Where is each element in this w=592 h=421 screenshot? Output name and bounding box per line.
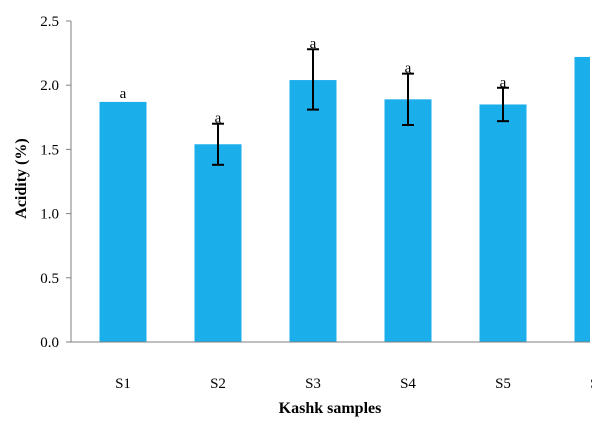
- significance-label: a: [405, 61, 412, 77]
- bar-s6: [574, 56, 590, 343]
- bar-s3: [289, 80, 337, 343]
- bar-s2: [194, 144, 242, 342]
- significance-label: a: [500, 75, 507, 91]
- x-tick-label-s5: S5: [495, 376, 511, 392]
- significance-labels-group: aaaaaa: [120, 36, 507, 127]
- x-tick-labels-group: S1 S2 S3 S4 S5 S6: [115, 376, 592, 392]
- y-tick-label: 0.5: [40, 271, 59, 287]
- y-tick-label: 2.5: [40, 14, 59, 30]
- error-bars-group: [212, 48, 509, 166]
- significance-label: a: [310, 36, 317, 52]
- y-axis-title: Acidity (%): [13, 138, 30, 218]
- bars-group: [99, 56, 590, 343]
- x-tick-label-s1: S1: [115, 376, 131, 392]
- y-tick-label: 1.0: [40, 207, 59, 223]
- y-tick-label: 0.0: [40, 335, 59, 351]
- x-tick-label-s4: S4: [400, 376, 416, 392]
- significance-label: a: [215, 111, 222, 127]
- x-tick-label-s6: S6: [590, 376, 592, 392]
- x-tick-label-s2: S2: [210, 376, 226, 392]
- y-tick-label: 1.5: [40, 142, 59, 158]
- x-tick-label-s3: S3: [305, 376, 321, 392]
- bar-s5: [479, 104, 527, 343]
- y-tick-label: 2.0: [40, 78, 59, 94]
- bar-s4: [384, 99, 432, 342]
- bar-s1: [99, 101, 147, 342]
- significance-label: a: [120, 86, 127, 102]
- x-axis-title: Kashk samples: [279, 400, 382, 417]
- y-ticks-group: 0.0 0.5 1.0 1.5 2.0 2.5: [40, 14, 71, 351]
